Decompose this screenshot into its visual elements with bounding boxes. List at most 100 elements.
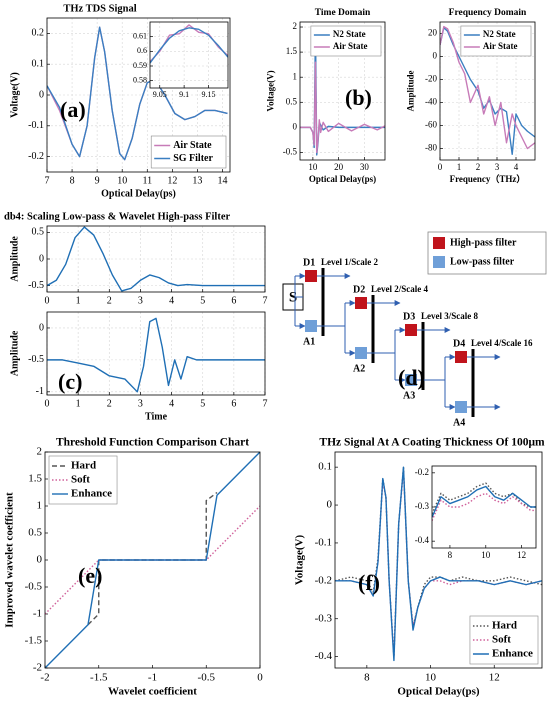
chart: -80 -60 -40 -20 0 20 0 1 2 3 4 Frequency Domain Freq… (405, 8, 536, 184)
y-tick-label: -0.2 (315, 574, 332, 586)
chart-title: Threshold Function Comparison Chart (56, 437, 249, 449)
y-tick-label: 0.58 (133, 75, 147, 84)
x-axis-label: Frequency（THz） (450, 174, 526, 184)
data-line (432, 485, 536, 518)
y-tick-label: -0.1 (315, 536, 332, 548)
x-tick-label: 9 (95, 175, 100, 186)
x-tick-label: 2 (107, 398, 112, 409)
legend-box (460, 25, 532, 57)
legend-label: Hard (71, 460, 96, 472)
y-tick-label: -0.2 (28, 151, 44, 162)
chart-title: Time Domain (315, 8, 371, 18)
y-tick-label: 0 (39, 89, 44, 100)
panel-label: (f) (358, 570, 380, 595)
legend-box (427, 231, 547, 275)
plot-frame (44, 451, 261, 669)
x-tick-label: 4 (169, 398, 174, 409)
y-tick-label: -60 (425, 120, 437, 130)
legend-label: Enhance (492, 648, 533, 660)
y-tick-label: -1 (33, 608, 42, 620)
y-tick-label: -2 (33, 662, 42, 674)
x-tick-label: -2 (40, 671, 49, 683)
legend-label: Air State (173, 140, 212, 151)
x-tick-label: 12 (489, 671, 500, 683)
low-pass-box (405, 374, 417, 386)
detail-label: D1 (303, 257, 315, 268)
legend-label: Air State (483, 41, 518, 51)
x-tick-label: 10 (481, 550, 491, 560)
y-tick-label: -0.1 (28, 120, 44, 131)
x-tick-label: 1 (457, 162, 462, 172)
chart-title: db4: Scaling Low-pass & Wavelet High-pas… (4, 211, 230, 222)
panel-label: (a) (60, 97, 86, 122)
chart-title: Frequency Domain (449, 8, 527, 18)
approx-label: A4 (453, 417, 465, 428)
y-tick-label: 0.59 (133, 61, 147, 70)
legend-swatch (433, 237, 445, 249)
detail-label: D2 (353, 284, 365, 295)
plot-frame (431, 465, 537, 549)
wavelet-diagram: S D1 Level 1/Scale 2 A1 D2 Level 2/Scale 4 A2 D… (282, 231, 547, 428)
y-tick-label: 0 (39, 253, 44, 264)
x-tick-label: 0 (438, 162, 443, 172)
y-tick-label: 0 (293, 121, 298, 131)
y-tick-label: 0 (39, 322, 44, 333)
x-tick-label: 0 (257, 671, 263, 683)
x-tick-label: 9.1 (179, 90, 189, 99)
y-tick-label: -1.5 (25, 635, 43, 647)
detail-label: D4 (453, 338, 465, 349)
y-tick-label: 1.5 (28, 473, 42, 485)
legend-label: Air State (333, 41, 368, 51)
x-tick-label: -0.5 (198, 671, 216, 683)
x-tick-label: 4 (169, 295, 174, 306)
chart-title: THz Signal At A Coating Thickness Of 100… (319, 437, 545, 449)
high-pass-box (405, 324, 417, 336)
y-tick-label: -0.3 (315, 612, 333, 624)
x-axis-label: Optical Delay(ps) (309, 174, 376, 184)
x-tick-label: 8 (448, 550, 453, 560)
y-tick-label: 20 (428, 28, 438, 38)
x-tick-label: 20 (334, 162, 344, 172)
x-tick-label: 2 (107, 295, 112, 306)
y-tick-label: -0.4 (415, 535, 430, 545)
inset-background (150, 22, 228, 88)
low-pass-box (305, 320, 317, 332)
x-tick-label: 8 (70, 175, 75, 186)
x-axis-label: Wavelet coefficient (108, 686, 197, 698)
chart-title: THz TDS Signal (63, 3, 136, 14)
y-axis-label: Amplitude (9, 236, 20, 282)
chart: -0.4 -0.3 -0.2 8 10 12 (415, 465, 537, 560)
x-tick-label: 13 (192, 175, 202, 186)
y-tick-label: 0 (433, 51, 438, 61)
x-tick-label: 0 (45, 398, 50, 409)
y-axis-label: Amplitude (9, 330, 20, 376)
x-tick-label: 14 (217, 175, 227, 186)
legend-label: N2 State (333, 29, 366, 39)
y-axis-label: Voltage(V) (265, 70, 275, 111)
x-tick-label: 4 (514, 162, 519, 172)
y-tick-label: 0.1 (318, 461, 332, 473)
x-tick-label: 5 (200, 398, 205, 409)
y-tick-label: 0.6 (137, 46, 147, 55)
x-tick-label: 10 (308, 162, 318, 172)
y-tick-label: 0 (37, 554, 43, 566)
x-tick-label: 7 (263, 398, 268, 409)
x-tick-label: 2 (476, 162, 481, 172)
y-tick-label: 0.5 (28, 527, 42, 539)
y-tick-label: 2 (293, 21, 298, 31)
y-tick-label: 2 (37, 446, 43, 458)
legend-box (150, 135, 227, 169)
x-tick-label: 5 (200, 295, 205, 306)
high-pass-box (455, 351, 467, 363)
x-tick-label: 1 (76, 295, 81, 306)
y-tick-label: 0.5 (286, 96, 298, 106)
data-line (47, 317, 265, 393)
data-line (47, 226, 265, 292)
panel-label: (c) (58, 369, 82, 394)
level-label: Level 3/Scale 8 (421, 311, 478, 321)
y-tick-label: 1 (37, 500, 43, 512)
legend-label: Soft (492, 634, 511, 646)
y-tick-label: 1 (293, 71, 298, 81)
